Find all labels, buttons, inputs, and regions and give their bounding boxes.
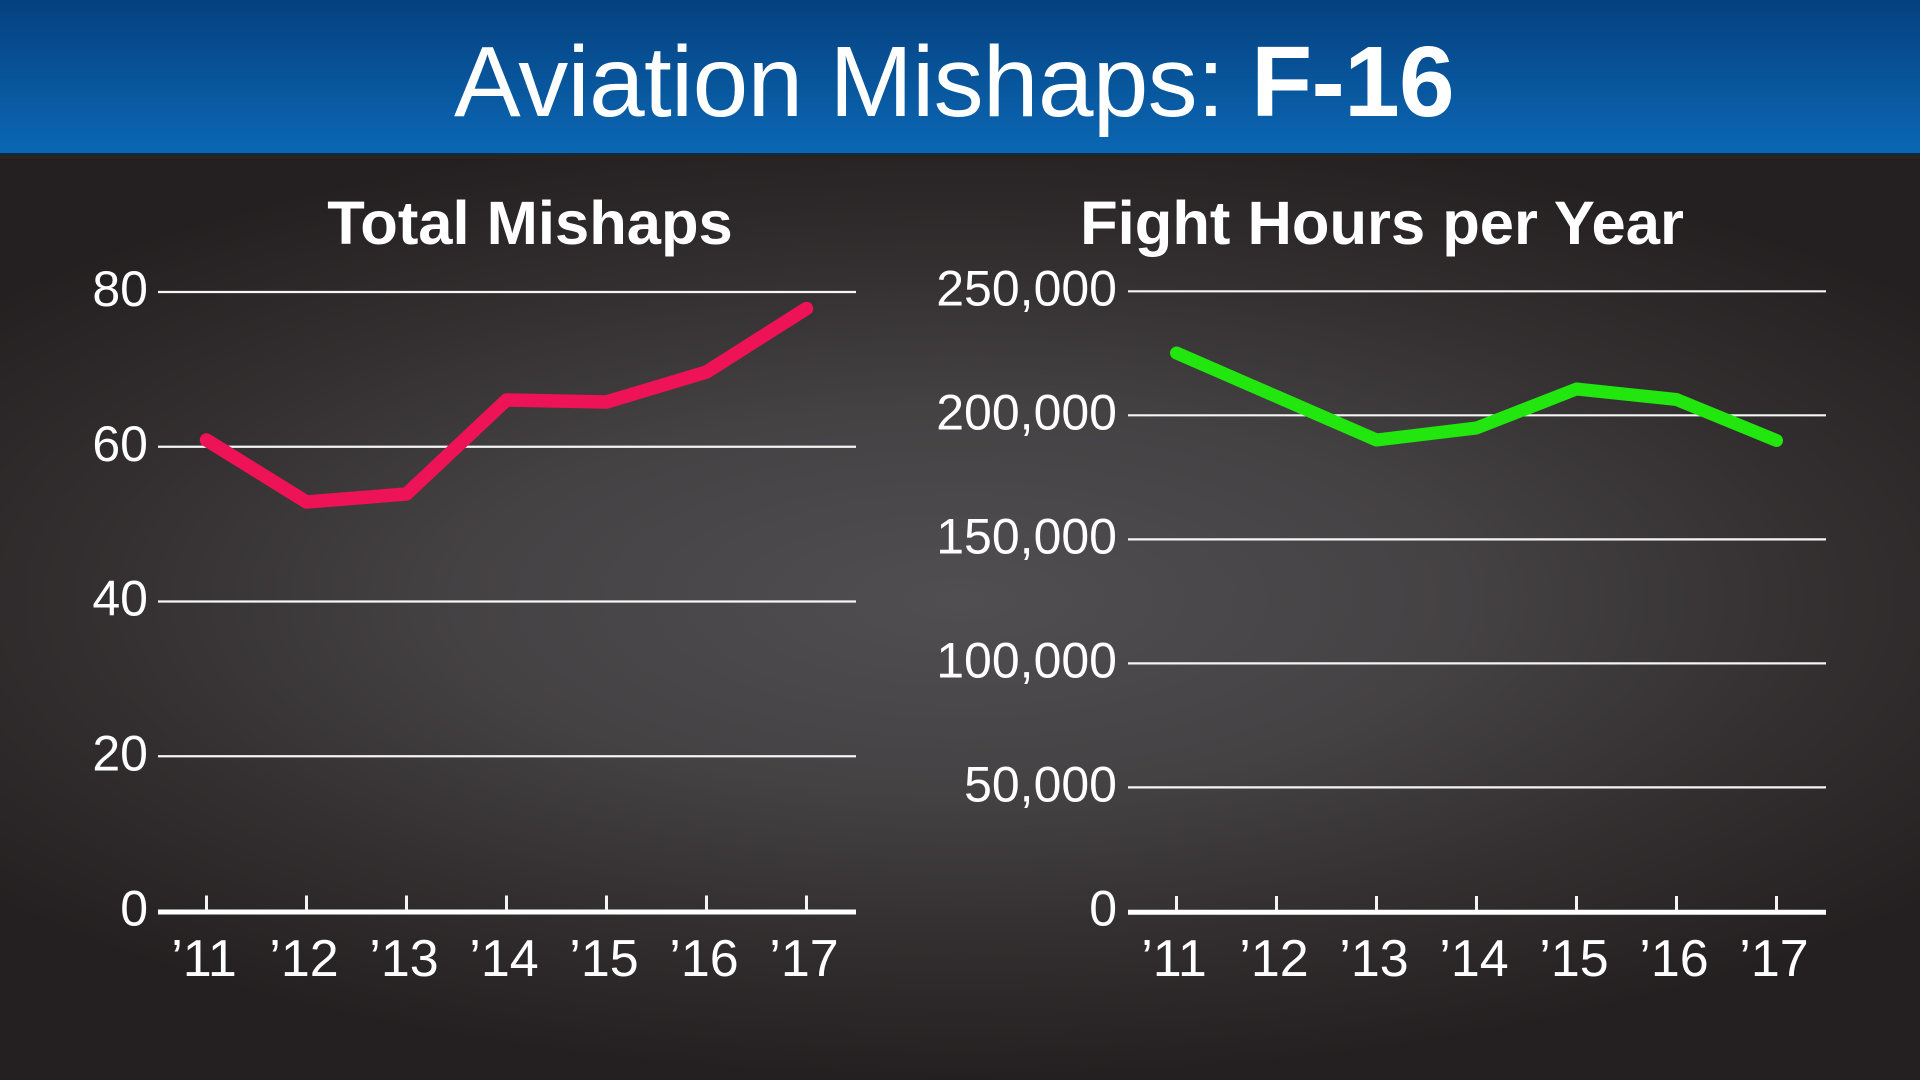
svg-text:Aviation Mishaps: F-16: Aviation Mishaps: F-16 (454, 26, 1454, 138)
svg-text:’15: ’15 (569, 930, 638, 988)
svg-text:0: 0 (1089, 881, 1117, 937)
svg-text:’17: ’17 (1739, 930, 1808, 988)
svg-text:’11: ’11 (171, 930, 237, 988)
svg-text:’13: ’13 (1339, 930, 1408, 988)
svg-text:’12: ’12 (269, 930, 338, 988)
svg-text:’14: ’14 (469, 930, 538, 988)
svg-text:200,000: 200,000 (936, 384, 1117, 440)
svg-text:’16: ’16 (669, 930, 738, 988)
svg-text:’16: ’16 (1639, 930, 1708, 988)
svg-text:40: 40 (92, 571, 148, 627)
svg-text:20: 20 (92, 725, 148, 781)
svg-text:’17: ’17 (769, 930, 838, 988)
svg-text:50,000: 50,000 (964, 756, 1117, 812)
svg-text:’15: ’15 (1539, 930, 1608, 988)
svg-text:Total Mishaps: Total Mishaps (327, 189, 733, 258)
svg-text:’11: ’11 (1141, 930, 1207, 988)
svg-text:100,000: 100,000 (936, 632, 1117, 688)
svg-text:150,000: 150,000 (936, 508, 1117, 564)
svg-text:250,000: 250,000 (936, 260, 1117, 316)
svg-text:’14: ’14 (1439, 930, 1508, 988)
svg-text:0: 0 (120, 881, 148, 937)
svg-text:80: 80 (92, 261, 148, 317)
svg-text:’12: ’12 (1239, 930, 1308, 988)
svg-text:’13: ’13 (369, 930, 438, 988)
svg-text:Fight Hours per Year: Fight Hours per Year (1080, 189, 1684, 258)
svg-text:60: 60 (92, 416, 148, 472)
